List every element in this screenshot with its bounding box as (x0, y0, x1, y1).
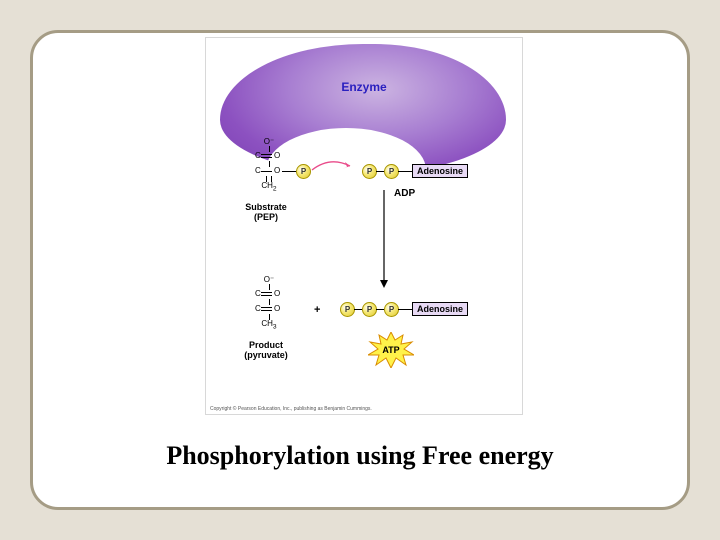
product-molecule: O⁻ C O C O CH3 (252, 276, 286, 331)
phosphate-atp-1: P (340, 302, 355, 317)
substrate-label: Substrate (PEP) (236, 202, 296, 222)
reaction-arrow (377, 190, 391, 290)
adenosine-box-atp: Adenosine (412, 302, 468, 316)
phosphate-atp-3: P (384, 302, 399, 317)
atom-ch2: CH2 (252, 182, 286, 193)
substrate-molecule: O⁻ C O C O CH2 (252, 138, 286, 193)
diagram-panel: Enzyme O⁻ CO CO CH2 Substrate (PEP) P P … (205, 37, 523, 415)
bond-connector (376, 309, 384, 310)
atom-c: C (255, 290, 261, 298)
atom-o-minus: O⁻ (252, 276, 286, 284)
adenosine-box-adp: Adenosine (412, 164, 468, 178)
bond-connector (376, 171, 384, 172)
bond-connector (354, 309, 362, 310)
bond (261, 171, 272, 172)
atp-starburst: ATP (368, 332, 414, 368)
slide-card: Enzyme O⁻ CO CO CH2 Substrate (PEP) P P … (30, 30, 690, 510)
atom-o-minus: O⁻ (252, 138, 286, 146)
bond (261, 307, 272, 308)
bond-connector (398, 309, 412, 310)
enzyme-label: Enzyme (206, 80, 522, 94)
phosphate-adp-2: P (384, 164, 399, 179)
adp-label: ADP (394, 188, 415, 199)
bond-connector (398, 171, 412, 172)
atom-o: O (274, 167, 280, 175)
phosphate-transferring: P (296, 164, 311, 179)
atom-ch3: CH3 (252, 320, 286, 331)
phosphate-atp-2: P (362, 302, 377, 317)
atom-o: O (274, 152, 280, 160)
bond (261, 292, 272, 293)
product-label: Product (pyruvate) (236, 340, 296, 360)
atom-c: C (255, 152, 261, 160)
slide-title: Phosphorylation using Free energy (33, 441, 687, 471)
bond-connector (282, 171, 296, 172)
plus-sign: + (314, 304, 320, 316)
copyright-text: Copyright © Pearson Education, Inc., pub… (210, 406, 372, 412)
phosphate-adp-1: P (362, 164, 377, 179)
atom-o: O (274, 290, 280, 298)
atom-c: C (255, 167, 261, 175)
bond (261, 154, 272, 155)
atom-o: O (274, 305, 280, 313)
transfer-arrow (310, 156, 356, 176)
atp-label: ATP (368, 332, 414, 368)
atom-c: C (255, 305, 261, 313)
